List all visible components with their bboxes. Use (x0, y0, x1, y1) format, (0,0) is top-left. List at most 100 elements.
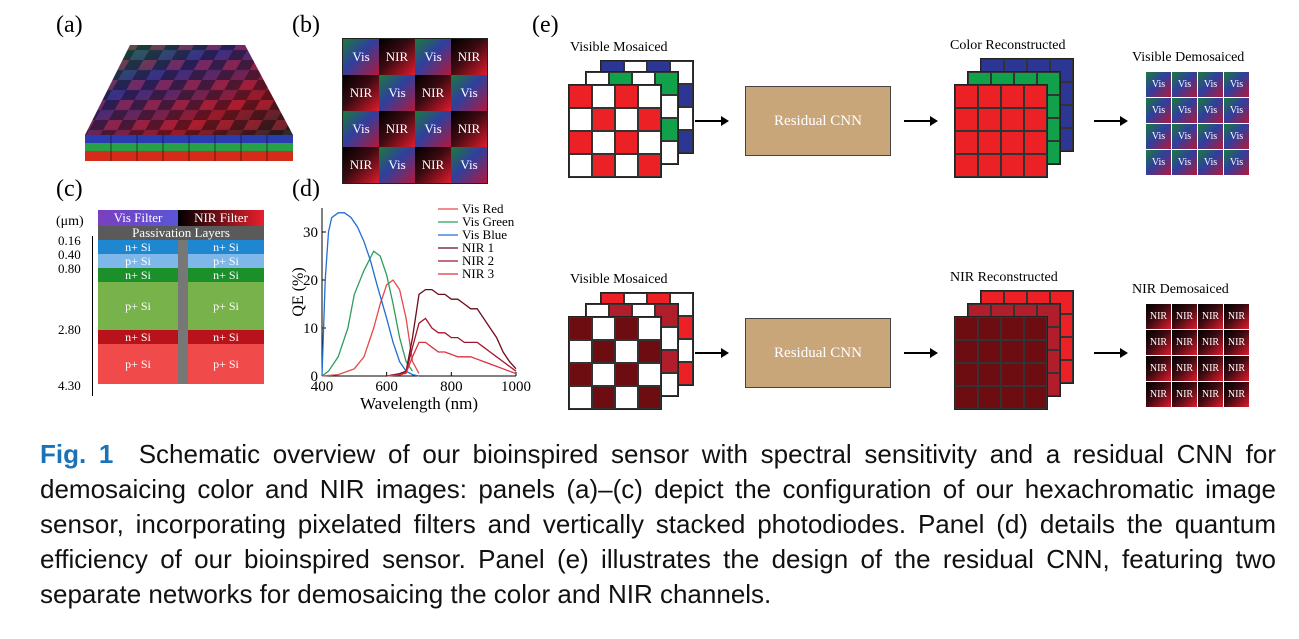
demosaiced-cell: Vis (1198, 150, 1223, 175)
panel-label-e: (e) (532, 12, 559, 38)
input-layer-front (568, 316, 662, 410)
demosaiced-cell: NIR (1172, 330, 1197, 355)
demosaiced-cell: Vis (1224, 72, 1249, 97)
grid-cell (978, 317, 1001, 340)
y-tick-label: 30 (303, 225, 318, 241)
arrow-to-cnn-bottom (695, 346, 729, 358)
grid-cell (1024, 386, 1047, 409)
demosaiced-cell: Vis (1146, 72, 1171, 97)
legend-label: NIR 3 (462, 266, 494, 281)
grid-cell (592, 131, 615, 154)
mosaic-cell-nir: NIR (343, 75, 379, 111)
grid-cell (615, 131, 638, 154)
grid-cell (1024, 340, 1047, 363)
grid-cell (615, 154, 638, 177)
layer-n-si-2-right: n+ Si (188, 268, 264, 282)
mosaic-cell-vis: Vis (415, 39, 451, 75)
grid-cell (978, 108, 1001, 131)
demosaiced-cell: Vis (1198, 124, 1223, 149)
grid-cell (615, 386, 638, 409)
mosaic-cell-vis: Vis (415, 111, 451, 147)
series-line-vis-green (321, 250, 414, 377)
mosaic-cell-vis: Vis (343, 111, 379, 147)
grid-cell (955, 340, 978, 363)
depth-tick-2: 0.80 (58, 261, 81, 276)
demosaiced-cell: NIR (1172, 382, 1197, 407)
input-layer-front (568, 84, 662, 178)
grid-cell (955, 317, 978, 340)
grid-cell (978, 154, 1001, 177)
grid-cell (638, 85, 661, 108)
grid-cell (592, 154, 615, 177)
grid-cell (592, 317, 615, 340)
depth-tick-4: 4.30 (58, 378, 81, 393)
grid-cell (569, 340, 592, 363)
grid-cell (955, 85, 978, 108)
nir-filter-label: NIR Filter (178, 210, 264, 226)
series-line-nir-2 (386, 317, 517, 377)
grid-cell (1001, 131, 1024, 154)
grid-cell (1024, 154, 1047, 177)
grid-cell (1024, 131, 1047, 154)
demosaiced-cell: NIR (1146, 382, 1171, 407)
panel-label-c: (c) (56, 176, 83, 202)
panel-label-b: (b) (292, 12, 320, 38)
grid-cell (569, 108, 592, 131)
x-tick-label: 1000 (501, 379, 531, 395)
series-line-nir-1 (386, 288, 517, 377)
layer-n-si-3: n+ Si (98, 330, 178, 344)
grid-cell (978, 386, 1001, 409)
layer-p-si-1-right: p+ Si (188, 254, 264, 268)
arrow-to-recon-top (904, 114, 938, 126)
layer-n-si-3-right: n+ Si (188, 330, 264, 344)
series-line-vis-blue (321, 212, 420, 377)
series-line-nir-3 (386, 341, 517, 377)
demosaiced-cell: NIR (1198, 304, 1223, 329)
demosaiced-cell: Vis (1172, 150, 1197, 175)
output-title-bottom: NIR Demosaiced (1132, 282, 1229, 297)
demosaiced-cell: NIR (1146, 330, 1171, 355)
grid-cell (592, 340, 615, 363)
demosaiced-cell: Vis (1146, 150, 1171, 175)
grid-cell (592, 363, 615, 386)
grid-cell (638, 108, 661, 131)
x-tick-label: 800 (440, 379, 463, 395)
grid-cell (569, 386, 592, 409)
legend-label: Vis Green (462, 214, 515, 229)
layer-p-si-1: p+ Si (98, 254, 178, 268)
layer-p-si-2-right: p+ Si (188, 282, 264, 330)
figure-number: Fig. 1 (40, 439, 114, 469)
demosaiced-cell: Vis (1224, 124, 1249, 149)
grid-cell (615, 363, 638, 386)
grid-cell (955, 154, 978, 177)
grid-cell (615, 317, 638, 340)
demosaiced-cell: Vis (1198, 98, 1223, 123)
grid-cell (592, 108, 615, 131)
demosaiced-cell: NIR (1224, 304, 1249, 329)
grid-cell (1001, 108, 1024, 131)
sensor-3d-illustration (85, 45, 293, 161)
depth-tick-3: 2.80 (58, 322, 81, 337)
cnn-pipeline: Visible Mosaiced Residual CNN Color Recons… (540, 30, 1280, 410)
panel-label-d: (d) (292, 176, 320, 202)
mosaic-cell-nir: NIR (343, 147, 379, 183)
demosaiced-cell: Vis (1172, 124, 1197, 149)
grid-cell (978, 85, 1001, 108)
grid-cell (592, 85, 615, 108)
mosaic-cell-nir: NIR (379, 39, 415, 75)
residual-cnn-box-bottom: Residual CNN (745, 318, 891, 388)
grid-cell (1001, 340, 1024, 363)
grid-cell (569, 363, 592, 386)
grid-cell (1024, 363, 1047, 386)
y-axis-label: QE (%) (290, 267, 307, 316)
y-tick-label: 20 (303, 273, 318, 289)
grid-cell (1024, 108, 1047, 131)
mosaic-cell-nir: NIR (415, 75, 451, 111)
grid-cell (955, 386, 978, 409)
pixel-separator (178, 240, 188, 384)
grid-cell (978, 363, 1001, 386)
grid-cell (955, 131, 978, 154)
mosaic-cell-vis: Vis (451, 75, 487, 111)
grid-cell (638, 154, 661, 177)
